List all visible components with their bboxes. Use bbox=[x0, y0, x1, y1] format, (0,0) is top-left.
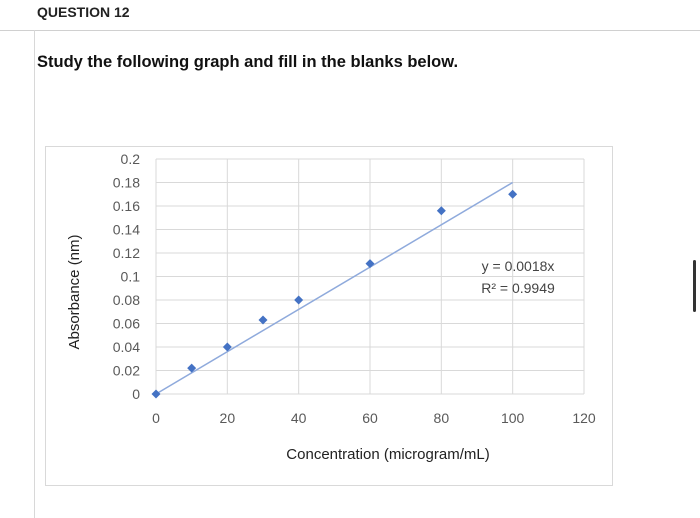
x-tick-label: 20 bbox=[220, 410, 236, 426]
data-point bbox=[222, 342, 232, 352]
y-tick-label: 0.12 bbox=[113, 245, 140, 261]
y-tick-label: 0.1 bbox=[121, 269, 141, 285]
data-point bbox=[508, 189, 518, 199]
y-tick-label: 0.14 bbox=[113, 222, 140, 238]
question-title: QUESTION 12 bbox=[37, 4, 130, 20]
data-point bbox=[187, 363, 197, 373]
question-header: QUESTION 12 bbox=[0, 0, 700, 30]
trendline-equation: y = 0.0018x bbox=[482, 258, 555, 274]
data-point bbox=[151, 389, 161, 399]
y-tick-label: 0.04 bbox=[113, 339, 140, 355]
trendline-r-squared: R² = 0.9949 bbox=[481, 280, 555, 296]
y-tick-label: 0.02 bbox=[113, 363, 140, 379]
chart-trendline-group bbox=[155, 181, 514, 395]
chart-grid bbox=[155, 158, 585, 395]
y-tick-label: 0 bbox=[132, 386, 140, 402]
x-tick-label: 60 bbox=[362, 410, 378, 426]
header-divider bbox=[0, 30, 700, 31]
x-tick-label: 120 bbox=[572, 410, 596, 426]
x-tick-label: 0 bbox=[152, 410, 160, 426]
data-point bbox=[365, 259, 375, 269]
x-tick-label: 80 bbox=[434, 410, 450, 426]
left-border bbox=[34, 30, 35, 518]
question-instruction: Study the following graph and fill in th… bbox=[37, 53, 459, 71]
x-tick-label: 40 bbox=[291, 410, 307, 426]
data-point bbox=[294, 295, 304, 305]
chart-frame bbox=[45, 146, 613, 486]
scrollbar-thumb[interactable] bbox=[693, 260, 696, 312]
x-tick-label: 100 bbox=[501, 410, 525, 426]
trendline bbox=[155, 181, 514, 395]
y-tick-label: 0.2 bbox=[121, 151, 141, 167]
y-tick-label: 0.16 bbox=[113, 198, 140, 214]
data-point bbox=[436, 206, 446, 216]
y-tick-label: 0.08 bbox=[113, 292, 140, 308]
chart-ticks: 0 0.02 0.04 0.06 0.08 0.1 0.12 0.14 0.16 0.18 0.2 0… bbox=[113, 151, 596, 426]
chart-points bbox=[151, 189, 518, 399]
y-tick-label: 0.06 bbox=[113, 316, 140, 332]
y-axis-label: Absorbance (nm) bbox=[66, 234, 83, 349]
x-axis-label: Concentration (microgram/mL) bbox=[286, 446, 489, 463]
data-point bbox=[258, 315, 268, 325]
y-tick-label: 0.18 bbox=[113, 175, 140, 191]
